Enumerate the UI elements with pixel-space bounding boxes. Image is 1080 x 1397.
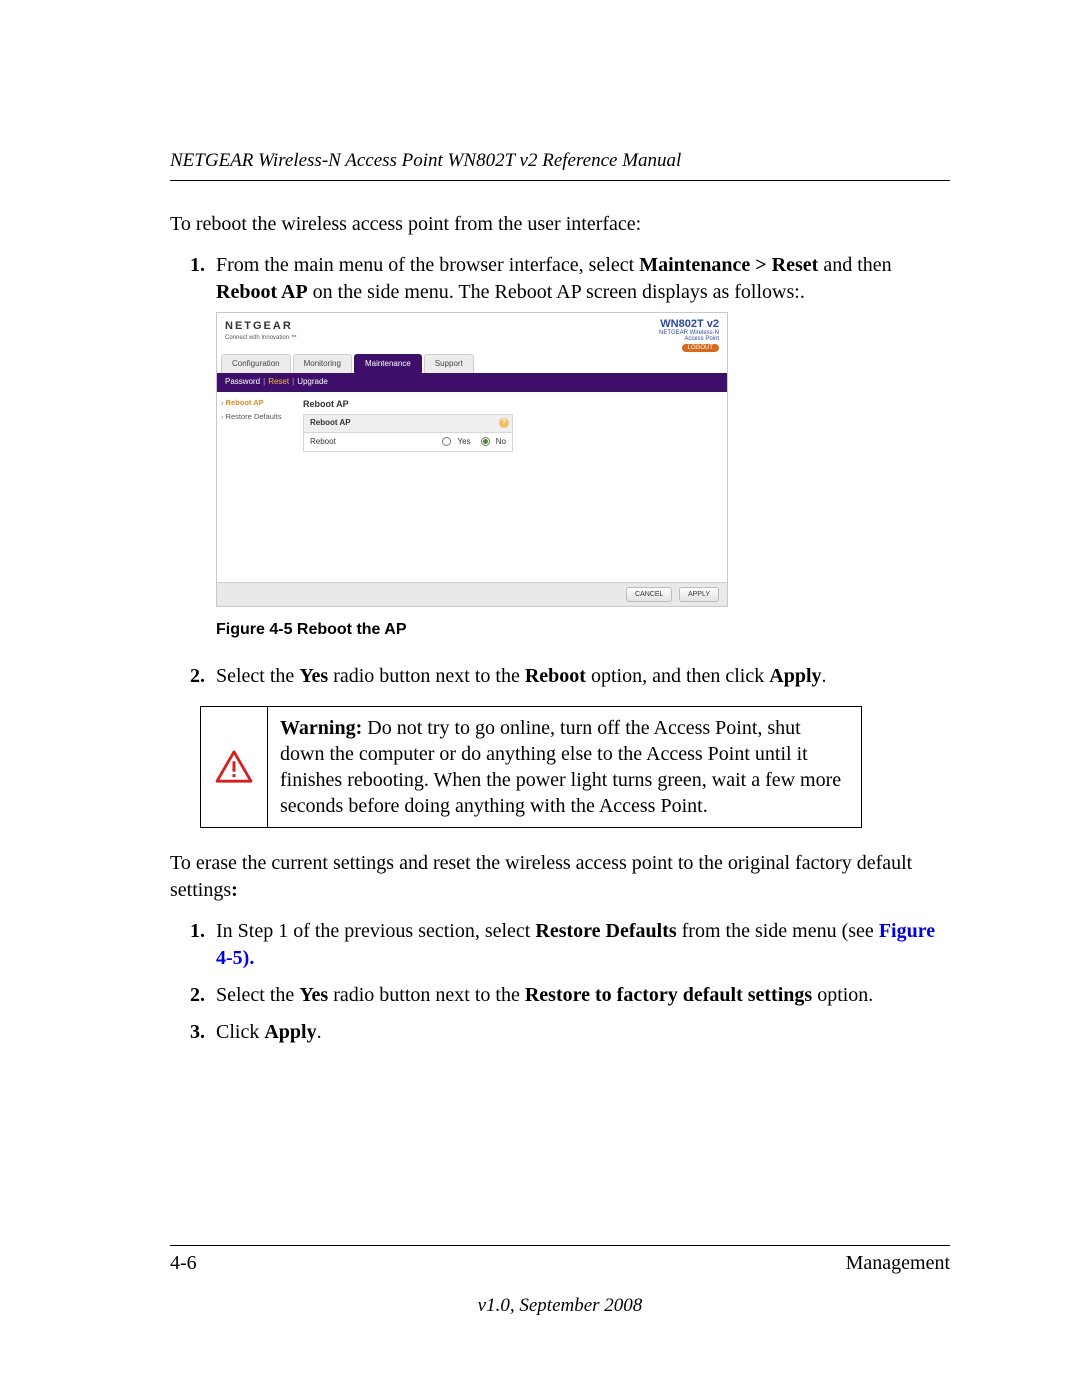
erase-step-3: Click Apply. bbox=[210, 1019, 950, 1046]
netgear-tagline: Connect with Innovation ™ bbox=[225, 334, 297, 342]
help-icon[interactable]: ? bbox=[499, 418, 509, 428]
figure-caption: Figure 4-5 Reboot the AP bbox=[216, 619, 950, 641]
page-footer: 4-6 Management v1.0, September 2008 bbox=[170, 1245, 950, 1317]
netgear-logo: NETGEAR bbox=[225, 319, 297, 334]
screenshot-header: NETGEAR Connect with Innovation ™ WN802T… bbox=[217, 313, 727, 354]
screenshot-footer: CANCEL APPLY bbox=[217, 582, 727, 606]
radio-no-label: No bbox=[496, 437, 506, 446]
radio-no[interactable]: No bbox=[477, 437, 506, 446]
tab-monitoring[interactable]: Monitoring bbox=[293, 354, 352, 373]
product-model: WN802T v2 bbox=[659, 319, 719, 330]
es3-b1: Apply bbox=[264, 1021, 316, 1043]
side-menu: Reboot AP Restore Defaults bbox=[217, 392, 303, 582]
radio-yes[interactable]: Yes bbox=[438, 437, 470, 446]
es3-t1: Click bbox=[216, 1021, 264, 1043]
es3-t2: . bbox=[317, 1021, 322, 1043]
s2-t2: radio button next to the bbox=[328, 665, 525, 687]
reboot-row: Reboot Yes No bbox=[304, 433, 512, 452]
subtab-upgrade[interactable]: Upgrade bbox=[297, 377, 328, 386]
footer-version: v1.0, September 2008 bbox=[170, 1295, 950, 1317]
step-1: From the main menu of the browser interf… bbox=[210, 252, 950, 641]
s2-b3: Apply bbox=[769, 665, 821, 687]
s2-t4: . bbox=[822, 665, 827, 687]
s2-b1: Yes bbox=[299, 665, 328, 687]
erase-intro: To erase the current settings and reset … bbox=[170, 850, 950, 904]
step1-bold1: Maintenance > Reset bbox=[639, 254, 818, 276]
es1-t3: ). bbox=[243, 947, 255, 969]
tab-configuration[interactable]: Configuration bbox=[221, 354, 291, 373]
step1-prefix: From the main menu of the browser interf… bbox=[216, 254, 639, 276]
subtab-password[interactable]: Password bbox=[225, 377, 260, 386]
step1-mid1: and then bbox=[818, 254, 891, 276]
panel-title: Reboot AP bbox=[303, 398, 721, 410]
logout-button[interactable]: LOGOUT bbox=[682, 344, 719, 352]
erase-intro-t1: To erase the current settings and reset … bbox=[170, 852, 912, 901]
warning-label: Warning: bbox=[280, 717, 362, 739]
cancel-button[interactable]: CANCEL bbox=[626, 587, 672, 602]
reboot-group: Reboot AP ? Reboot Yes No bbox=[303, 414, 513, 453]
group-header: Reboot AP ? bbox=[304, 415, 512, 433]
warning-text-cell: Warning: Do not try to go online, turn o… bbox=[268, 707, 861, 827]
screenshot-body: Reboot AP Restore Defaults Reboot AP Reb… bbox=[217, 392, 727, 582]
sub-tab-bar: Password|Reset|Upgrade bbox=[217, 373, 727, 392]
apply-button[interactable]: APPLY bbox=[679, 587, 719, 602]
erase-step-1: In Step 1 of the previous section, selec… bbox=[210, 918, 950, 972]
reboot-steps: From the main menu of the browser interf… bbox=[170, 252, 950, 690]
running-head: NETGEAR Wireless-N Access Point WN802T v… bbox=[170, 150, 950, 172]
header-rule bbox=[170, 180, 950, 181]
step-2: Select the Yes radio button next to the … bbox=[210, 663, 950, 690]
warning-icon-cell bbox=[201, 707, 268, 827]
radio-yes-label: Yes bbox=[457, 437, 470, 446]
step1-bold2: Reboot AP bbox=[216, 281, 308, 303]
side-item-restore-defaults[interactable]: Restore Defaults bbox=[221, 412, 299, 422]
es2-b1: Yes bbox=[299, 984, 328, 1006]
es2-b2: Restore to factory default settings bbox=[525, 984, 812, 1006]
tab-maintenance[interactable]: Maintenance bbox=[354, 354, 422, 373]
erase-step-2: Select the Yes radio button next to the … bbox=[210, 982, 950, 1009]
footer-rule bbox=[170, 1245, 950, 1246]
warning-box: Warning: Do not try to go online, turn o… bbox=[200, 706, 862, 828]
netgear-logo-block: NETGEAR Connect with Innovation ™ bbox=[225, 319, 297, 352]
es1-t1: In Step 1 of the previous section, selec… bbox=[216, 920, 535, 942]
reboot-row-label: Reboot bbox=[310, 437, 336, 448]
subtab-reset[interactable]: Reset bbox=[268, 377, 289, 386]
s2-t1: Select the bbox=[216, 665, 299, 687]
es1-t2: from the side menu (see bbox=[677, 920, 879, 942]
s2-t3: option, and then click bbox=[586, 665, 769, 687]
erase-intro-b1: : bbox=[231, 879, 238, 901]
page-number: 4-6 bbox=[170, 1252, 197, 1275]
side-item-reboot-ap[interactable]: Reboot AP bbox=[221, 398, 299, 408]
manual-page: NETGEAR Wireless-N Access Point WN802T v… bbox=[0, 0, 1080, 1397]
reboot-panel: Reboot AP Reboot AP ? Reboot Yes No bbox=[303, 392, 727, 582]
intro-text: To reboot the wireless access point from… bbox=[170, 211, 950, 238]
warning-icon bbox=[215, 750, 253, 784]
product-sub2: Access Point bbox=[659, 336, 719, 342]
erase-steps: In Step 1 of the previous section, selec… bbox=[170, 918, 950, 1046]
es1-b1: Restore Defaults bbox=[535, 920, 676, 942]
product-id-block: WN802T v2 NETGEAR Wireless-N Access Poin… bbox=[659, 319, 719, 352]
es2-t1: Select the bbox=[216, 984, 299, 1006]
es2-t2: radio button next to the bbox=[328, 984, 525, 1006]
step1-suffix: on the side menu. The Reboot AP screen d… bbox=[308, 281, 805, 303]
s2-b2: Reboot bbox=[525, 665, 586, 687]
embedded-screenshot: NETGEAR Connect with Innovation ™ WN802T… bbox=[216, 312, 728, 607]
es2-t3: option. bbox=[812, 984, 873, 1006]
group-title: Reboot AP bbox=[310, 418, 351, 427]
tab-support[interactable]: Support bbox=[424, 354, 474, 373]
main-tabs: Configuration Monitoring Maintenance Sup… bbox=[217, 354, 727, 373]
warning-body: Do not try to go online, turn off the Ac… bbox=[280, 717, 841, 817]
reboot-options: Yes No bbox=[434, 437, 506, 448]
section-name: Management bbox=[846, 1252, 950, 1275]
footer-row: 4-6 Management bbox=[170, 1252, 950, 1275]
